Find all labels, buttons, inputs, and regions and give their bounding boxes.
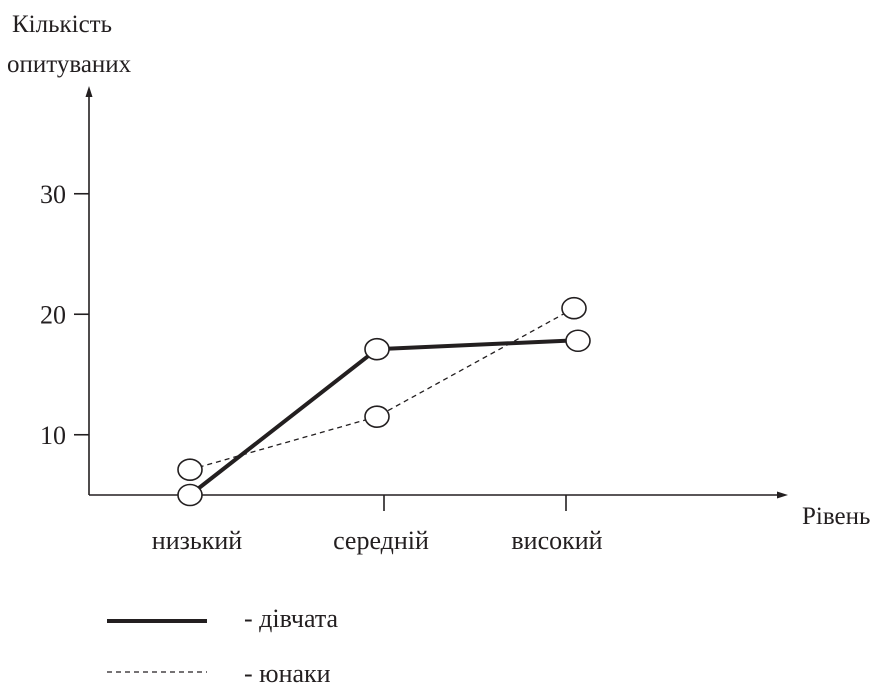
series-layer (177, 296, 591, 507)
legend: - дівчата - юнаки (107, 604, 339, 688)
x-axis-arrow (777, 491, 788, 499)
y-tick-label: 20 (40, 300, 66, 329)
x-category-label: високий (511, 526, 602, 555)
y-axis-label-line2: опитуваних (7, 51, 132, 78)
x-axis-label: Рівень (802, 503, 870, 530)
data-point-yunaky (561, 296, 587, 320)
y-ticks: 10 20 30 (40, 180, 89, 450)
y-tick-label: 30 (40, 180, 66, 209)
legend-label-divchata: - дівчата (244, 604, 339, 633)
data-point-yunaky (364, 405, 390, 428)
y-axis-label-line1: Кількість (12, 11, 112, 38)
x-category-label: середній (333, 526, 429, 555)
data-point-yunaky (177, 458, 203, 481)
data-point-divchata (565, 329, 591, 353)
legend-label-yunaky: - юнаки (244, 659, 331, 688)
y-tick-label: 10 (40, 421, 66, 450)
data-point-divchata (177, 483, 203, 507)
series-line-yunaky (189, 307, 575, 471)
y-axis-arrow (85, 86, 93, 97)
x-category-label: низький (152, 526, 243, 555)
data-point-divchata (364, 337, 390, 361)
x-ticks: низький середній високий (152, 495, 603, 555)
